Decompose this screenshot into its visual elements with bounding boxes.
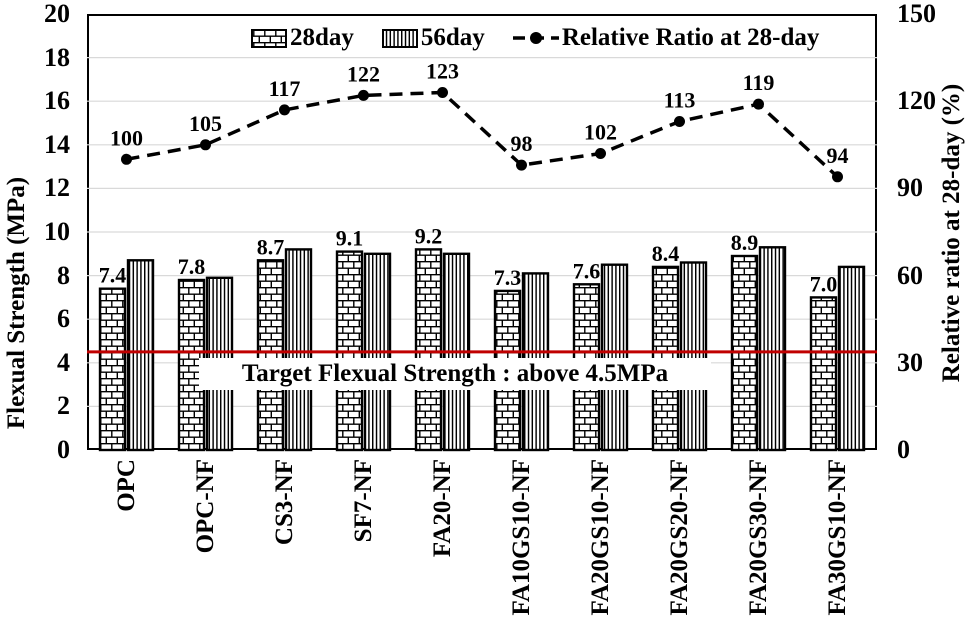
bar-56day: [126, 259, 155, 452]
ratio-line: [126, 90, 839, 179]
left-axis-tick-label: 6: [57, 304, 70, 334]
left-axis-tick-label: 12: [44, 173, 70, 203]
left-axis-tick-label: 4: [57, 347, 70, 377]
bar-56day: [679, 261, 708, 452]
bar-value-label: 7.4: [99, 263, 127, 288]
bar-value-label: 8.7: [257, 234, 285, 259]
ratio-value-label: 119: [743, 70, 775, 95]
right-axis-tick-label: 30: [897, 347, 923, 377]
x-axis-category-label: OPC-NF: [191, 459, 219, 554]
right-axis-tick-label: 90: [897, 173, 923, 203]
x-axis-category-label: CS3-NF: [270, 459, 298, 546]
left-axis-tick-label: 0: [57, 435, 70, 464]
ratio-value-label: 113: [664, 88, 696, 113]
right-axis-tick-label: 120: [897, 86, 936, 116]
x-axis-category-label: FA20GS30-NF: [744, 459, 772, 616]
bar-value-label: 7.8: [178, 254, 206, 279]
ratio-marker: [516, 159, 527, 171]
bar-56day: [758, 246, 787, 452]
left-axis-tick-label: 16: [44, 86, 70, 116]
ratio-value-label: 102: [584, 120, 617, 145]
bar-28day: [98, 287, 127, 452]
bar-56day: [837, 265, 866, 452]
ratio-marker: [121, 153, 132, 165]
x-axis-category-label: SF7-NF: [349, 459, 377, 543]
left-axis-tick-label: 18: [44, 42, 70, 72]
brick-swatch-icon: [251, 28, 287, 48]
left-axis-tick-label: 10: [44, 217, 70, 246]
x-axis-category-label: FA30GS10-NF: [823, 459, 851, 616]
left-axis-tick-label: 20: [44, 0, 70, 28]
bar-value-label: 7.3: [494, 265, 522, 290]
left-axis-tick-label: 2: [57, 391, 70, 421]
bar-28day: [256, 259, 285, 452]
bar-value-label: 9.2: [415, 223, 443, 248]
left-axis-tick-label: 8: [57, 260, 70, 290]
ratio-value-label: 105: [189, 111, 222, 136]
bar-value-label: 9.1: [336, 226, 364, 251]
target-strength-label: Target Flexual Strength : above 4.5MPa: [199, 358, 711, 390]
x-axis-category-label: FA20-NF: [428, 459, 456, 558]
ratio-marker: [279, 104, 290, 116]
ratio-marker: [753, 98, 764, 110]
x-axis-category-label: FA20GS20-NF: [665, 459, 693, 616]
bar-56day: [284, 248, 313, 452]
ratio-marker: [200, 139, 211, 151]
ratio-value-label: 94: [827, 143, 849, 168]
ratio-marker: [595, 148, 606, 159]
x-axis-category-label: FA20GS10-NF: [586, 459, 614, 616]
right-axis-tick-label: 60: [897, 260, 923, 290]
right-axis-tick-label: 0: [897, 435, 910, 464]
ratio-marker: [358, 89, 369, 101]
left-axis-title: Flexual Strength (MPa): [3, 176, 30, 430]
legend: 28day 56day Relative Ratio at 28-day: [251, 25, 819, 51]
legend-label-56day: 56day: [420, 24, 485, 51]
ratio-value-label: 117: [269, 76, 301, 101]
bar-value-label: 8.9: [731, 230, 759, 255]
ratio-marker: [674, 116, 685, 127]
bar-56day: [600, 263, 629, 452]
legend-item-relative-ratio: Relative Ratio at 28-day: [512, 24, 820, 51]
ratio-value-label: 100: [110, 125, 143, 150]
right-axis-tick-label: 150: [897, 0, 936, 28]
bar-28day: [414, 248, 443, 452]
dashed-line-marker-icon: [512, 32, 559, 44]
bar-28day: [809, 296, 838, 452]
legend-label-relative-ratio: Relative Ratio at 28-day: [561, 24, 820, 51]
ratio-value-label: 123: [426, 59, 459, 84]
ratio-value-label: 122: [347, 61, 380, 86]
x-axis-category-label: FA10GS10-NF: [507, 459, 535, 616]
x-axis-category-label: OPC: [112, 459, 140, 512]
legend-label-28day: 28day: [290, 24, 354, 51]
right-axis-title: Relative ratio at 28-day (%): [938, 83, 965, 383]
bar-value-label: 7.6: [573, 258, 601, 283]
bar-value-label: 7.0: [810, 271, 838, 296]
plot-area: 7.4 7.8 8.7 9.1 9.2 7.3 7.6 8.4 8.9 7.0 100 105 117 1…: [87, 56, 877, 452]
legend-item-28day: 28day: [251, 25, 354, 51]
left-axis-tick-label: 14: [44, 129, 70, 159]
legend-item-56day: 56day: [381, 24, 485, 51]
bar-value-label: 8.4: [652, 241, 680, 266]
ratio-marker: [832, 171, 843, 183]
ratio-value-label: 98: [511, 131, 533, 156]
ratio-marker: [437, 87, 448, 98]
stripe-swatch-icon: [381, 28, 418, 48]
